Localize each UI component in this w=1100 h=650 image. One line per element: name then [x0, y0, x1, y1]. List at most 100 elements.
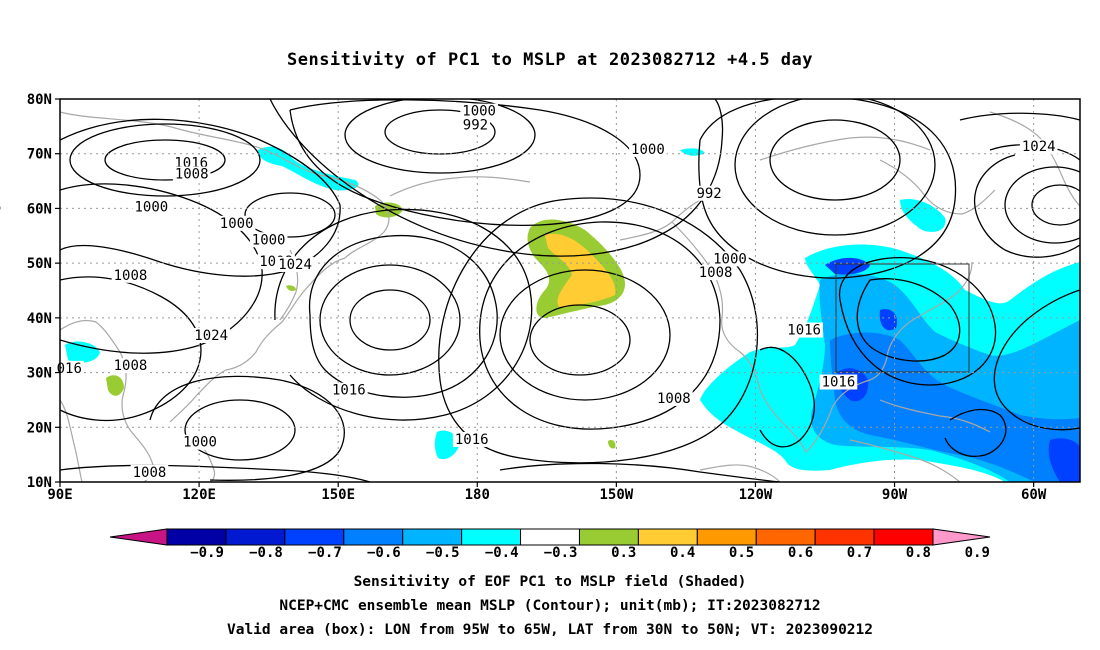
svg-text:1000: 1000: [252, 232, 286, 248]
contour-label: 1000: [249, 232, 288, 248]
contour-label: 1000: [460, 103, 498, 120]
svg-text:1000: 1000: [462, 104, 496, 120]
contour-label: 1008: [696, 265, 735, 281]
lat-tick-label: 10N: [27, 475, 52, 491]
colorbar-swatch: [520, 528, 580, 546]
svg-text:1024: 1024: [1022, 139, 1056, 155]
colorbar-swatch: [578, 528, 639, 546]
negative-sensitivity-max: [825, 257, 1080, 482]
colorbar-tick-label: 0.8: [906, 545, 931, 561]
svg-text:1016: 1016: [787, 323, 821, 339]
contour-label: 992: [694, 185, 724, 202]
colorbar-swatch: [402, 528, 463, 546]
contour-label: 1008: [111, 267, 150, 284]
svg-text:1000: 1000: [220, 216, 254, 232]
lon-tick-label: 120E: [182, 487, 216, 503]
contour-label: 1008: [111, 358, 150, 374]
colorbar: −0.9 −0.8 −0.7 −0.6 −0.5 −0.4 −0.3 0.3 0.4 0.5 0.6…: [109, 528, 991, 561]
svg-text:992: 992: [463, 117, 488, 133]
svg-text:1016: 1016: [332, 383, 366, 399]
colorbar-tick-label: −0.9: [190, 545, 224, 561]
contour-label: 1008: [130, 464, 169, 481]
svg-text:1008: 1008: [114, 268, 148, 284]
colorbar-tick-label: −0.7: [308, 545, 342, 561]
colorbar-tick-label: 0.5: [729, 545, 754, 561]
colorbar-tick-label: −0.5: [426, 545, 460, 561]
lon-tick-label: 150E: [321, 487, 355, 503]
svg-text:1008: 1008: [133, 465, 167, 481]
contour-label: 1016: [452, 431, 491, 448]
lat-tick-label: 50N: [27, 256, 52, 272]
colorbar-tick-label: −0.6: [367, 545, 401, 561]
positive-sensitivity-core: [545, 233, 616, 308]
contour-label: 1016: [330, 382, 368, 399]
colorbar-tick-label: 0.3: [611, 545, 636, 561]
longitude-axis: 90E 120E 150E 180 150W 120W 90W 60W: [47, 482, 1047, 503]
contour-label: 1000: [132, 199, 171, 215]
colorbar-swatch: [166, 528, 227, 546]
colorbar-swatch: [461, 528, 522, 546]
contour-label: 1024: [1019, 139, 1058, 155]
svg-text:992: 992: [696, 186, 721, 202]
lat-tick-label: 60N: [27, 201, 52, 217]
svg-text:1016: 1016: [822, 375, 856, 391]
contour-label: 1016: [0, 199, 4, 215]
colorbar-extend-min: [109, 528, 168, 546]
lon-tick-label: 180: [465, 487, 490, 503]
colorbar-tick-label: 0.9: [965, 545, 990, 561]
contour-label: 1016: [785, 322, 823, 339]
contour-label: 016: [54, 360, 84, 377]
lon-tick-label: 90E: [47, 487, 72, 503]
contour-label: 1008: [655, 390, 693, 407]
colorbar-swatch: [637, 528, 698, 546]
contour-label: 1000: [629, 141, 667, 158]
colorbar-tick-label: −0.4: [485, 545, 519, 561]
caption-line-1: Sensitivity of EOF PC1 to MSLP field (Sh…: [353, 574, 747, 590]
svg-text:1000: 1000: [713, 251, 747, 267]
colorbar-swatch: [225, 528, 286, 546]
colorbar-tick-label: 0.4: [670, 545, 695, 561]
lon-tick-label: 90W: [882, 487, 908, 503]
colorbar-swatch: [755, 528, 816, 546]
lon-tick-label: 60W: [1021, 487, 1047, 503]
contour-label: 1000: [181, 434, 219, 451]
svg-text:1000: 1000: [134, 199, 168, 215]
colorbar-extend-max: [932, 528, 991, 546]
contour-label: 1008: [172, 166, 211, 183]
svg-text:1024: 1024: [278, 257, 312, 273]
svg-text:1008: 1008: [175, 167, 209, 183]
negative-sensitivity-strong: [830, 332, 1080, 482]
colorbar-swatch: [284, 528, 345, 546]
contour-label: 1024: [192, 328, 230, 344]
contour-label: 1000: [217, 215, 256, 232]
chart-title: Sensitivity of PC1 to MSLP at 2023082712…: [286, 50, 813, 70]
colorbar-tick-label: −0.8: [249, 545, 283, 561]
map-frame: [59, 98, 1081, 483]
contour-label: 992: [460, 117, 491, 133]
contour-labels: 1000992102410161008100010001016100010081…: [0, 103, 1058, 481]
lat-tick-label: 80N: [27, 92, 52, 108]
colorbar-swatch: [873, 528, 934, 546]
contour-label: 1024: [276, 256, 314, 273]
colorbar-tick-label: 0.6: [788, 545, 813, 561]
svg-text:1016: 1016: [0, 199, 1, 215]
latitude-axis: 80N 70N 60N 50N 40N 30N 20N 10N: [27, 92, 60, 491]
colorbar-tick-label: 0.7: [847, 545, 872, 561]
colorbar-swatch: [696, 528, 757, 546]
lat-tick-label: 20N: [27, 420, 52, 436]
lon-tick-label: 120W: [739, 487, 773, 503]
colorbar-tick-label: −0.3: [544, 545, 578, 561]
svg-text:016: 016: [57, 361, 82, 377]
lat-tick-label: 40N: [27, 311, 52, 327]
lat-tick-label: 30N: [27, 366, 52, 382]
contour-label: 1016: [819, 374, 858, 391]
svg-text:1008: 1008: [114, 358, 148, 374]
svg-text:1024: 1024: [194, 328, 228, 344]
colorbar-swatch: [343, 528, 404, 546]
svg-text:1016: 1016: [455, 432, 489, 448]
svg-text:1008: 1008: [657, 391, 691, 407]
svg-text:1008: 1008: [699, 265, 733, 281]
lat-tick-label: 70N: [27, 147, 52, 163]
svg-text:1000: 1000: [183, 435, 217, 451]
